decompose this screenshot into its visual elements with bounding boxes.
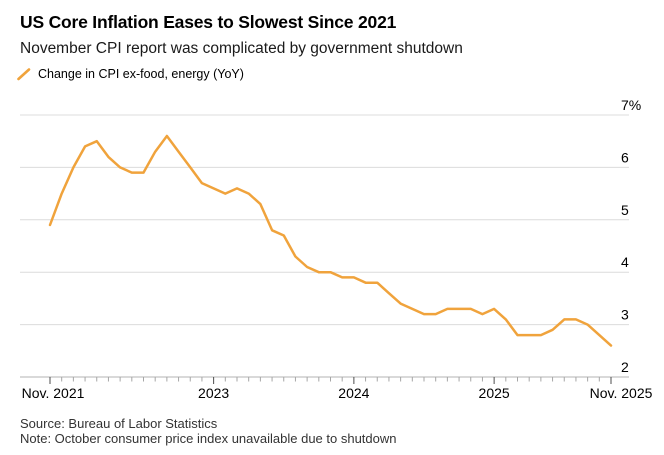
x-axis-label: 2023 <box>198 385 229 401</box>
shutdown-note: Note: October consumer price index unava… <box>20 430 397 446</box>
inflation-line <box>48 134 613 347</box>
x-axis-label: 2025 <box>479 385 510 401</box>
chart-subtitle: November CPI report was complicated by g… <box>20 40 463 57</box>
legend-line-marker-icon <box>17 68 31 81</box>
chart-footer: Source: Bureau of Labor Statistics Note:… <box>20 416 397 446</box>
x-axis-label: Nov. 2025 <box>590 385 653 401</box>
y-axis-label: 6 <box>621 149 629 165</box>
y-axis-label: 3 <box>621 307 629 323</box>
legend-series-label: Change in CPI ex-food, energy (YoY) <box>38 67 244 81</box>
y-axis-label: 2 <box>621 359 629 375</box>
chart-title: US Core Inflation Eases to Slowest Since… <box>20 12 397 32</box>
y-axis-label: 5 <box>621 202 629 218</box>
x-axis-label: 2024 <box>338 385 369 401</box>
y-axis-label: 7% <box>621 97 641 113</box>
y-axis-label: 4 <box>621 254 629 270</box>
x-axis-label: Nov. 2021 <box>22 385 85 401</box>
legend: Change in CPI ex-food, energy (YoY) <box>17 64 244 84</box>
source-note: Source: Bureau of Labor Statistics <box>20 416 218 431</box>
